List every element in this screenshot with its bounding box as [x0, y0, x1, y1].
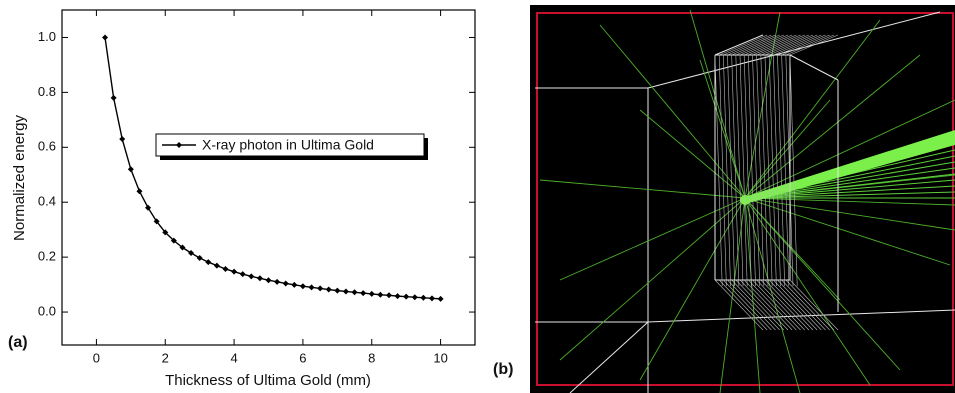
x-tick-label: 4 — [230, 350, 237, 365]
x-tick-label: 10 — [433, 350, 447, 365]
marker — [334, 288, 340, 294]
plot-frame — [62, 10, 475, 345]
marker — [119, 136, 125, 142]
marker — [343, 288, 349, 294]
marker — [317, 285, 323, 291]
marker — [360, 290, 366, 296]
marker — [283, 280, 289, 286]
marker — [326, 287, 332, 293]
series-line — [105, 37, 441, 298]
marker — [300, 283, 306, 289]
y-tick-label: 0.0 — [38, 303, 56, 318]
marker — [257, 275, 263, 281]
panel-label: (a) — [8, 334, 28, 351]
x-tick-label: 0 — [93, 350, 100, 365]
figure: (a) Thickness of Ultima Gold (mm) Normal… — [0, 0, 955, 393]
marker — [205, 259, 211, 265]
marker — [248, 273, 254, 279]
marker — [429, 295, 435, 301]
legend-label: X-ray photon in Ultima Gold — [202, 137, 374, 153]
simulation-image — [530, 5, 955, 393]
marker — [102, 34, 108, 40]
marker — [231, 269, 237, 275]
x-axis-label: Thickness of Ultima Gold (mm) — [165, 372, 371, 389]
marker — [377, 292, 383, 298]
marker — [352, 289, 358, 295]
y-axis-label: Normalized energy — [11, 115, 28, 241]
marker — [222, 266, 228, 272]
marker — [420, 295, 426, 301]
marker — [403, 294, 409, 300]
marker — [240, 271, 246, 277]
page: (a) Thickness of Ultima Gold (mm) Normal… — [0, 0, 955, 393]
x-tick-label: 2 — [162, 350, 169, 365]
y-tick-label: 1.0 — [38, 29, 56, 44]
x-tick-label: 8 — [368, 350, 375, 365]
marker — [136, 188, 142, 194]
marker — [128, 166, 134, 172]
marker — [197, 255, 203, 261]
x-tick-label: 6 — [299, 350, 306, 365]
marker — [309, 284, 315, 290]
marker — [291, 282, 297, 288]
y-tick-label: 0.4 — [38, 194, 56, 209]
marker — [274, 279, 280, 285]
y-tick-label: 0.6 — [38, 139, 56, 154]
marker — [111, 95, 117, 101]
y-tick-label: 0.2 — [38, 249, 56, 264]
panel-label: (b) — [493, 361, 513, 378]
marker — [266, 277, 272, 283]
marker — [438, 296, 444, 302]
marker — [214, 263, 220, 269]
marker — [412, 294, 418, 300]
y-tick-label: 0.8 — [38, 84, 56, 99]
marker — [386, 292, 392, 298]
marker — [369, 291, 375, 297]
marker — [395, 293, 401, 299]
